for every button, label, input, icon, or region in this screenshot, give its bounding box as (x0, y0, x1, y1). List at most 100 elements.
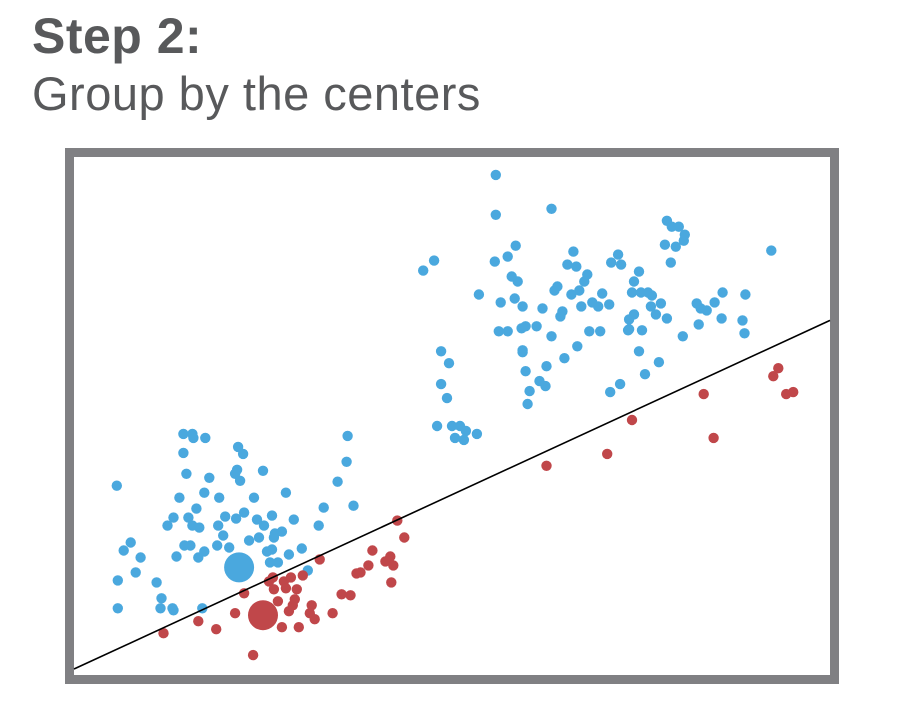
red-data-point (238, 588, 250, 599)
blue-data-point (418, 265, 429, 276)
blue-data-point (659, 239, 671, 250)
blue-data-point (546, 331, 557, 342)
red-data-point (788, 386, 799, 398)
blue-data-point (341, 456, 352, 467)
red-data-point (336, 589, 347, 600)
blue-data-point (162, 520, 173, 531)
blue-data-point (229, 468, 241, 479)
blue-data-point (264, 557, 276, 568)
blue-data-point (661, 313, 673, 324)
red-data-point (276, 622, 288, 633)
blue-data-point (435, 346, 447, 357)
blue-data-point (489, 256, 500, 267)
blue-data-point (615, 259, 627, 270)
red-data-point (211, 624, 222, 635)
blue-data-point (717, 287, 728, 298)
red-data-point (386, 577, 397, 588)
red-data-point (385, 551, 396, 562)
blue-data-point (441, 392, 453, 404)
blue-data-point (257, 465, 269, 476)
red-data-point (306, 600, 317, 611)
red-data-point (291, 584, 302, 595)
blue-data-point (237, 448, 249, 460)
blue-data-point (243, 535, 255, 546)
blue-data-point (218, 530, 229, 541)
blue-data-point (568, 246, 579, 257)
blue-data-point (435, 378, 447, 390)
blue-data-point (318, 502, 329, 513)
blue-data-point (125, 537, 136, 548)
red-data-point (247, 649, 259, 661)
blue-data-point (171, 551, 182, 562)
blue-data-point (204, 472, 215, 483)
blue-data-point (194, 522, 205, 533)
blue-data-point (495, 297, 506, 308)
blue-data-point (612, 249, 624, 260)
blue-data-point (155, 603, 166, 614)
red-data-point (541, 460, 552, 471)
blue-data-point (604, 299, 615, 310)
red-data-point (229, 608, 241, 619)
blue-data-point (428, 255, 440, 266)
blue-data-point (512, 276, 523, 287)
blue-data-point (597, 288, 608, 299)
red-data-point (345, 590, 356, 601)
blue-data-point (633, 266, 645, 277)
blue-data-point (288, 514, 299, 525)
blue-data-point (665, 257, 676, 268)
red-data-point (289, 594, 300, 605)
red-data-point (768, 371, 779, 382)
blue-data-point (582, 269, 593, 280)
blue-data-point (614, 378, 626, 390)
blue-data-point (224, 542, 235, 553)
blue-data-point (490, 169, 501, 181)
blue-data-point (187, 428, 198, 440)
blue-data-point (266, 544, 278, 555)
blue-data-point (135, 552, 146, 563)
blue-data-point (280, 487, 292, 498)
blue-data-point (199, 546, 210, 557)
blue-data-point (446, 420, 458, 432)
blue-data-point (566, 289, 577, 300)
blue-data-point (185, 540, 196, 551)
blue-data-point (653, 357, 665, 368)
blue-data-point (248, 492, 260, 503)
blue-data-point (633, 346, 645, 357)
blue-data-point (693, 319, 704, 330)
blue-data-point (650, 309, 662, 320)
blue-data-point (557, 306, 568, 317)
blue-data-point (559, 353, 570, 364)
blue-data-point (431, 420, 443, 432)
step-subtitle: Group by the centers (32, 67, 481, 120)
blue-data-point (739, 328, 750, 339)
blue-data-point (460, 425, 472, 437)
red-data-point (193, 616, 204, 627)
blue-data-point (183, 512, 194, 523)
blue-data-point (342, 430, 353, 442)
blue-data-point (493, 326, 504, 337)
blue-data-point (502, 326, 513, 337)
blue-data-point (552, 281, 563, 292)
blue-data-point (212, 540, 223, 551)
blue-data-point (517, 345, 528, 356)
blue-data-point (348, 500, 359, 511)
blue-data-point (510, 240, 521, 251)
step-label: Step 2: (32, 8, 203, 64)
blue-data-point (296, 543, 307, 554)
centers-layer (224, 552, 278, 631)
blue-data-point (766, 245, 777, 256)
blue-data-point (272, 557, 284, 568)
blue-data-point (606, 257, 617, 268)
red-data-point (327, 608, 338, 619)
blue-data-point (639, 369, 651, 380)
red-data-point (363, 560, 374, 571)
blue-data-point (473, 289, 485, 300)
blue-data-point (313, 520, 324, 531)
blue-data-point (112, 603, 124, 614)
red-data-point (272, 596, 284, 607)
blue-data-point (716, 313, 727, 324)
blue-data-point (199, 487, 210, 498)
red-data-point (388, 560, 399, 571)
blue-data-point (646, 290, 658, 301)
blue-data-point (112, 575, 124, 586)
